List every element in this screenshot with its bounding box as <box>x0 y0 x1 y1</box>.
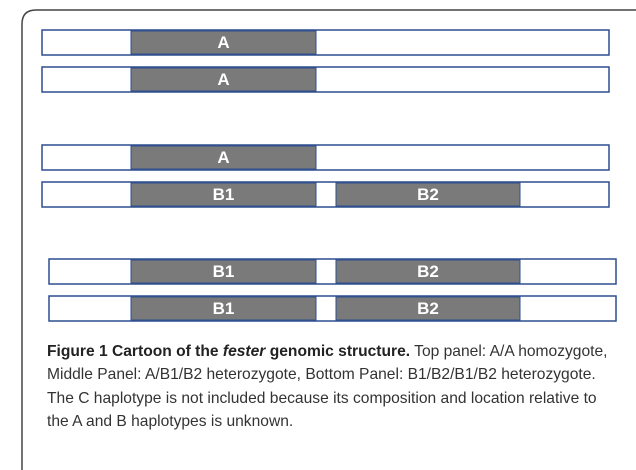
segment <box>130 67 317 92</box>
segment-label: A <box>217 70 229 89</box>
frame <box>21 9 636 470</box>
caption: Figure 1 Cartoon of the fester genomic s… <box>47 340 622 434</box>
segment <box>130 296 317 321</box>
segment-label: B1 <box>213 299 235 318</box>
segment <box>130 145 317 170</box>
segment-label: A <box>217 33 229 52</box>
caption-label: Figure 1 <box>47 343 108 360</box>
segment-label: B1 <box>213 262 235 281</box>
segment <box>335 259 521 284</box>
row-outline <box>41 66 610 93</box>
caption-gene: fester <box>222 343 266 360</box>
segment <box>130 259 317 284</box>
segment-label: B1 <box>213 185 235 204</box>
segment <box>335 296 521 321</box>
segment-label: A <box>217 148 229 167</box>
segment-label: B2 <box>417 299 439 318</box>
row-outline <box>41 144 610 171</box>
row-outline <box>41 181 610 208</box>
segment-label: B2 <box>417 185 439 204</box>
caption-text: Top panel: A/A homozygote, Middle Panel:… <box>47 343 608 431</box>
segment <box>130 182 317 207</box>
segment-label: B2 <box>417 262 439 281</box>
caption-title: Cartoon of the <box>112 343 219 360</box>
row-outline <box>41 29 610 56</box>
segment <box>130 30 317 55</box>
segment <box>335 182 521 207</box>
caption-title-end: genomic structure. <box>269 343 411 360</box>
